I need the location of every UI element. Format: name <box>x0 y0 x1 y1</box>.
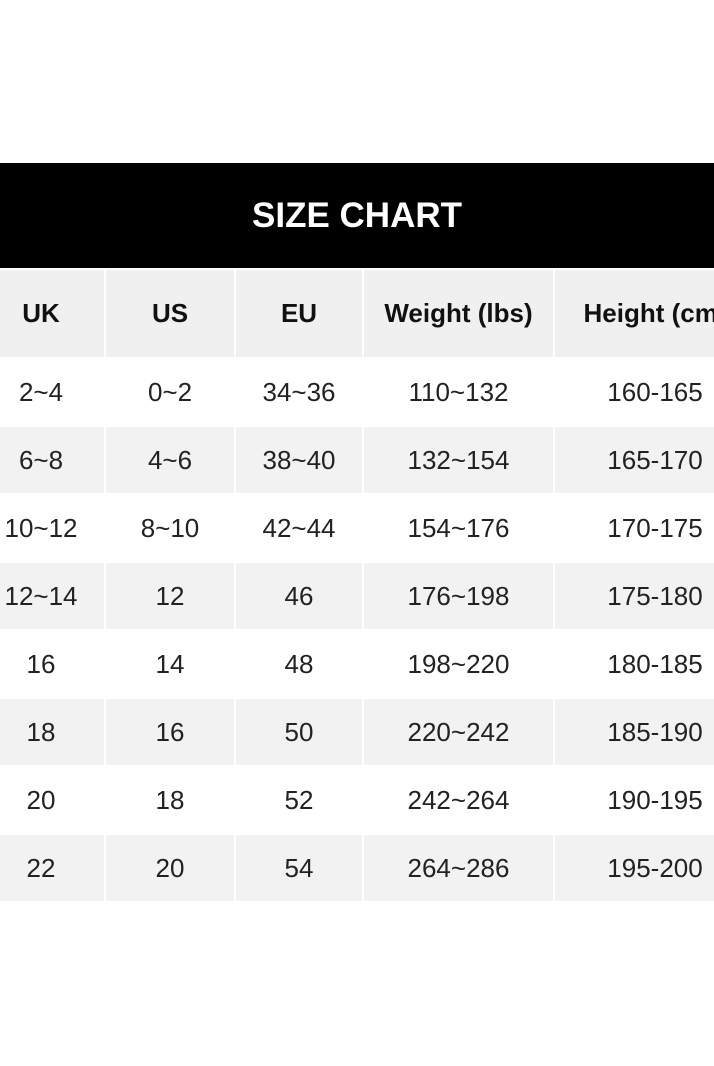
title-banner: SIZE CHART <box>0 163 714 268</box>
table-cell: 198~220 <box>364 631 553 697</box>
header-cell: EU <box>236 270 362 357</box>
table-cell: 170-175 <box>555 495 714 561</box>
table-cell: 160-165 <box>555 359 714 425</box>
table-cell: 18 <box>0 699 104 765</box>
table-cell: 42~44 <box>236 495 362 561</box>
table-cell: 180-185 <box>555 631 714 697</box>
table-cell: 220~242 <box>364 699 553 765</box>
table-cell: 48 <box>236 631 362 697</box>
table-cell: 175-180 <box>555 563 714 629</box>
table-cell: 165-170 <box>555 427 714 493</box>
table-cell: 16 <box>0 631 104 697</box>
table-cell: 0~2 <box>106 359 234 425</box>
table-cell: 38~40 <box>236 427 362 493</box>
table-cell: 20 <box>106 835 234 901</box>
header-cell: US <box>106 270 234 357</box>
table-cell: 132~154 <box>364 427 553 493</box>
table-cell: 20 <box>0 767 104 833</box>
table-cell: 264~286 <box>364 835 553 901</box>
table-cell: 34~36 <box>236 359 362 425</box>
table-cell: 18 <box>106 767 234 833</box>
table-cell: 22 <box>0 835 104 901</box>
header-cell: Weight (lbs) <box>364 270 553 357</box>
table-cell: 185-190 <box>555 699 714 765</box>
table-cell: 242~264 <box>364 767 553 833</box>
table-cell: 176~198 <box>364 563 553 629</box>
title: SIZE CHART <box>252 195 462 235</box>
table-cell: 54 <box>236 835 362 901</box>
table-cell: 2~4 <box>0 359 104 425</box>
table-cell: 10~12 <box>0 495 104 561</box>
table-cell: 8~10 <box>106 495 234 561</box>
table-cell: 154~176 <box>364 495 553 561</box>
table-cell: 46 <box>236 563 362 629</box>
table-cell: 110~132 <box>364 359 553 425</box>
table-cell: 12~14 <box>0 563 104 629</box>
table-cell: 50 <box>236 699 362 765</box>
table-cell: 12 <box>106 563 234 629</box>
table-cell: 195-200 <box>555 835 714 901</box>
table-cell: 190-195 <box>555 767 714 833</box>
header-cell: Height (cm) <box>555 270 714 357</box>
table-cell: 16 <box>106 699 234 765</box>
header-cell: UK <box>0 270 104 357</box>
table-cell: 6~8 <box>0 427 104 493</box>
size-table: UK US EU Weight (lbs) Height (cm) 2~4 0~2 34~36… <box>0 270 714 910</box>
table-cell: 4~6 <box>106 427 234 493</box>
table-cell: 14 <box>106 631 234 697</box>
table-cell: 52 <box>236 767 362 833</box>
